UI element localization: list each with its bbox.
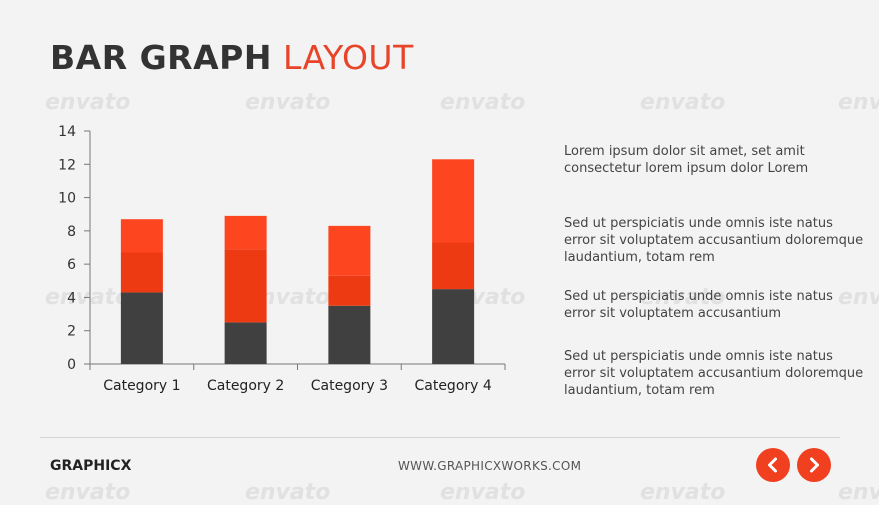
brand-name: GRAPHICX	[50, 458, 132, 474]
paragraph-3: Sed ut perspiciatis unde omnis iste natu…	[564, 289, 833, 321]
paragraph-2: Sed ut perspiciatis unde omnis iste natu…	[564, 216, 864, 265]
title-light: LAYOUT	[282, 38, 414, 77]
y-tick-label: 6	[67, 257, 76, 273]
x-tick-label: Category 1	[103, 378, 180, 394]
bar-segment	[120, 292, 163, 364]
bar-segment	[328, 305, 371, 364]
bar-segment	[224, 322, 267, 364]
paragraph-1: Lorem ipsum dolor sit amet, set amit con…	[564, 144, 809, 176]
bar-segment	[120, 252, 163, 293]
paragraph-4: Sed ut perspiciatis unde omnis iste natu…	[564, 349, 864, 398]
x-tick-label: Category 4	[414, 378, 491, 394]
y-tick-label: 14	[58, 124, 76, 140]
chevron-right-icon	[810, 457, 819, 473]
next-button[interactable]	[797, 448, 831, 482]
title-bold: BAR GRAPH	[50, 38, 272, 77]
y-tick-label: 4	[67, 290, 76, 306]
bar-segment	[328, 225, 371, 276]
bar-segment	[432, 242, 475, 290]
bar-segment	[120, 219, 163, 253]
chevron-left-icon	[768, 457, 777, 473]
y-tick-label: 2	[67, 324, 76, 340]
slide-title: BAR GRAPH LAYOUT	[50, 38, 414, 77]
bar-segment	[224, 215, 267, 250]
bar-segment	[328, 275, 371, 306]
y-tick-label: 8	[67, 224, 76, 240]
bar-segment	[432, 289, 475, 364]
website-url[interactable]: WWW.GRAPHICXWORKS.COM	[398, 459, 582, 473]
x-tick-label: Category 3	[311, 378, 388, 394]
bar-segment	[224, 249, 267, 323]
y-tick-label: 10	[58, 191, 76, 207]
bar-segment	[432, 159, 475, 243]
y-tick-label: 0	[67, 357, 76, 373]
prev-button[interactable]	[756, 448, 790, 482]
x-tick-label: Category 2	[207, 378, 284, 394]
footer-divider	[40, 437, 840, 438]
y-tick-label: 12	[58, 157, 76, 173]
